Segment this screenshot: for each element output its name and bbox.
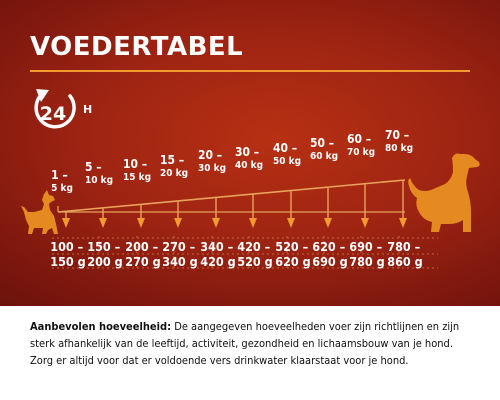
weight-range-to: 20 kg [159,168,189,179]
daily-badge: 24 H [30,87,116,137]
weight-range-to: 40 kg [234,160,264,171]
badge-number: 24 [40,103,66,125]
weight-range-label: 60 –70 kg [347,132,375,160]
portion-from: 420 – [237,239,271,254]
portion-label: 620 –690 g [312,239,347,269]
weight-incline-line [57,179,406,213]
feeding-diagram [52,179,438,270]
portion-arrow-head [361,218,369,228]
portion-from: 620 – [312,239,346,254]
weight-range-from: 10 – [122,157,148,171]
portion-label: 420 –520 g [237,239,272,269]
weight-range-label: 20 –30 kg [198,148,226,176]
weight-range-label: 15 –20 kg [160,153,188,181]
title-divider [30,70,470,72]
weight-range-label: 50 –60 kg [310,136,338,164]
feeding-table-panel: VOEDERTABEL 24 H 1 –5 kg 5 –10 kg 10 –15 k… [0,0,500,306]
portion-to: 200 g [87,254,123,269]
portion-arrow-head [137,218,145,228]
portion-label: 340 –420 g [200,239,235,269]
portion-from: 340 – [200,239,234,254]
weight-range-from: 5 – [84,160,102,174]
portion-dashes [52,236,438,270]
portion-arrow-head [324,218,332,228]
portion-arrow-head [62,218,70,228]
weight-range-from: 50 – [309,136,335,150]
portion-to: 690 g [312,254,348,269]
note-label: Aanbevolen hoeveelheid: [30,320,172,333]
large-dog-silhouette-icon [408,153,480,232]
portion-arrow-head [212,218,220,228]
portion-to: 270 g [125,254,161,269]
portion-from: 200 – [125,239,159,254]
clock-arrow-icon: 24 H [34,89,92,129]
weight-range-to: 10 kg [84,175,114,186]
portion-label: 200 –270 g [125,239,160,269]
small-dog-silhouette-icon [21,190,58,234]
weight-range-from: 15 – [159,153,185,167]
portion-from: 100 – [50,239,84,254]
portion-arrow-head [99,218,107,228]
weight-range-label: 40 –50 kg [273,141,301,169]
badge-suffix: H [83,103,92,116]
weight-range-label: 5 –10 kg [85,160,113,188]
weight-range-label: 10 –15 kg [123,157,151,185]
page-title: VOEDERTABEL [30,32,244,62]
portion-label: 520 –620 g [275,239,310,269]
weight-range-label: 30 –40 kg [235,145,263,173]
portion-to: 620 g [275,254,311,269]
portion-from: 690 – [349,239,383,254]
weight-range-from: 30 – [234,145,260,159]
weight-range-from: 60 – [346,132,372,146]
weight-range-from: 40 – [272,141,298,155]
portion-from: 780 – [387,239,421,254]
portion-from: 270 – [162,239,196,254]
weight-range-to: 80 kg [384,143,414,154]
portion-to: 340 g [162,254,198,269]
recommendation-note: Aanbevolen hoeveelheid: De aangegeven ho… [30,318,475,369]
baseline [57,206,405,213]
weight-range-to: 70 kg [346,147,376,158]
weight-range-to: 5 kg [51,183,73,194]
portion-to: 150 g [50,254,86,269]
weight-range-to: 15 kg [122,172,152,183]
portion-to: 860 g [387,254,423,269]
portion-label: 270 –340 g [162,239,197,269]
portion-arrow-head [174,218,182,228]
weight-range-to: 30 kg [197,163,227,174]
portion-from: 150 – [87,239,121,254]
weight-range-label: 1 –5 kg [51,168,73,196]
portion-label: 690 –780 g [349,239,384,269]
portion-arrow-head [287,218,295,228]
portion-label: 780 –860 g [387,239,422,269]
arrow-stems [62,180,407,228]
portion-label: 100 –150 g [50,239,85,269]
weight-range-to: 50 kg [272,156,302,167]
portion-to: 420 g [200,254,236,269]
portion-arrow-head [399,218,407,228]
portion-to: 780 g [349,254,385,269]
weight-range-to: 60 kg [309,151,339,162]
portion-to: 520 g [237,254,273,269]
weight-range-from: 20 – [197,148,223,162]
portion-from: 520 – [275,239,309,254]
weight-range-label: 70 –80 kg [385,128,413,156]
weight-range-from: 1 – [51,168,68,182]
portion-label: 150 –200 g [87,239,122,269]
portion-arrow-head [249,218,257,228]
weight-range-from: 70 – [384,128,410,142]
note-text: De aangegeven hoeveelheden voer zijn ric… [30,320,460,367]
